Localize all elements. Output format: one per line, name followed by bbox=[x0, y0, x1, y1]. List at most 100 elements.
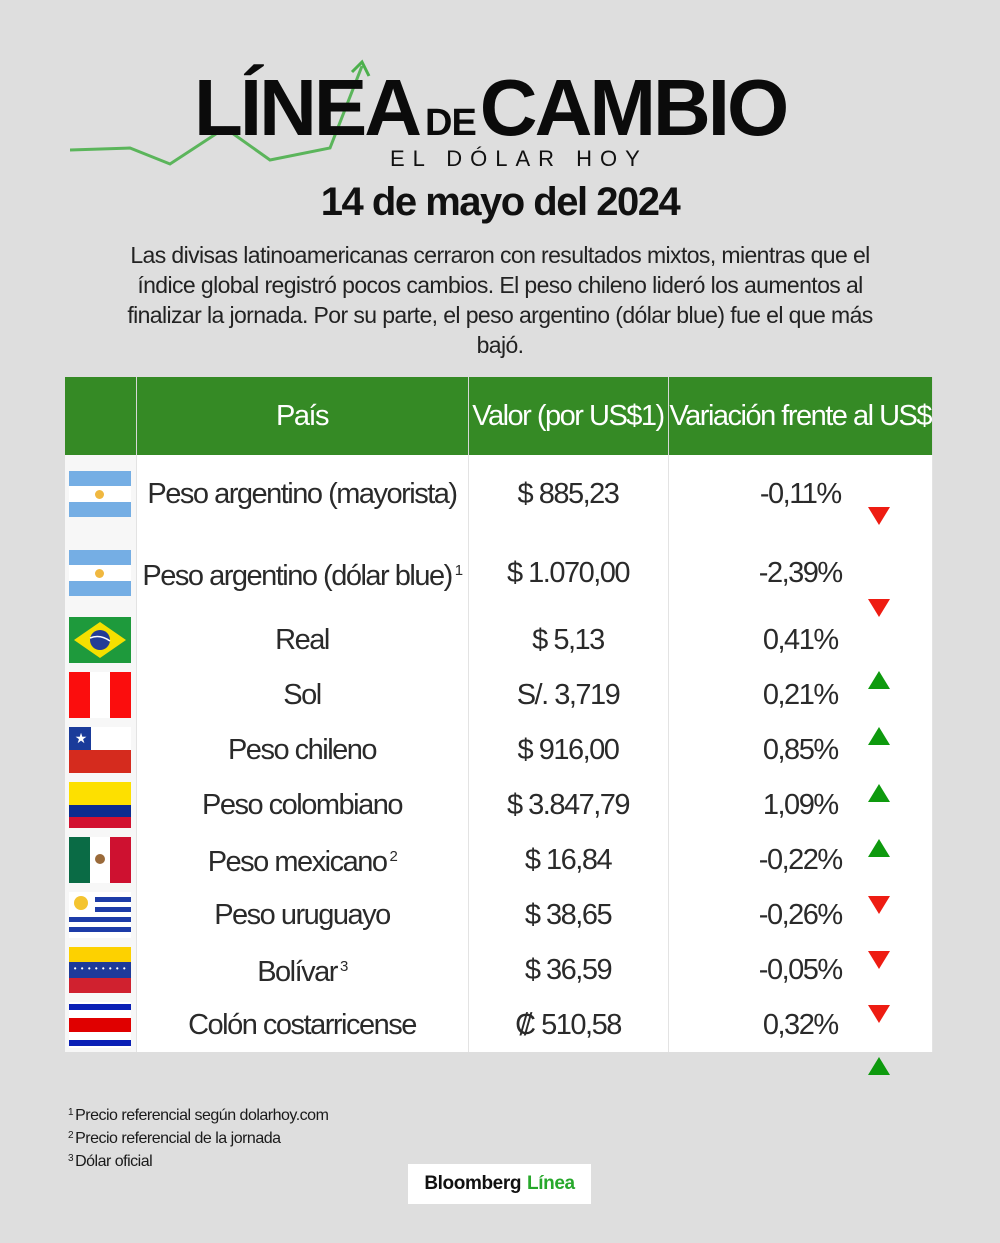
argentina-flag-icon bbox=[69, 471, 132, 517]
variacion-cell: 0,21% bbox=[668, 667, 933, 722]
arrow-down-icon bbox=[868, 599, 890, 617]
footnote-text: Precio referencial según dolarhoy.com bbox=[75, 1107, 329, 1124]
arrow-up-icon bbox=[868, 727, 890, 745]
valor-cell: $ 36,59 bbox=[468, 942, 669, 997]
valor-cell: $ 3.847,79 bbox=[468, 777, 669, 832]
flag-cell bbox=[65, 887, 137, 942]
footnote-mark: 3 bbox=[68, 1153, 74, 1164]
variacion-cell: -0,05% bbox=[668, 942, 933, 997]
arrow-up-icon bbox=[868, 839, 890, 857]
chile-flag-icon: ★ bbox=[69, 726, 132, 773]
venezuela-flag-icon: • • • • • • • • bbox=[69, 946, 132, 993]
variacion-cell: 0,85% bbox=[668, 722, 933, 777]
bloomberg-linea-logo: Bloomberg Línea bbox=[408, 1164, 591, 1204]
pais-cell: Sol bbox=[136, 667, 469, 722]
table-row: Peso argentino (mayorista) $ 885,23 -0,1… bbox=[65, 455, 933, 533]
pais-cell: Peso chileno bbox=[136, 722, 469, 777]
valor-cell: $ 5,13 bbox=[468, 613, 669, 667]
valor-cell: $ 38,65 bbox=[468, 887, 669, 942]
table-row: Peso colombiano $ 3.847,79 1,09% bbox=[65, 777, 933, 832]
footnote-text: Dólar oficial bbox=[75, 1153, 153, 1170]
arrow-up-icon bbox=[868, 784, 890, 802]
mexico-flag-icon bbox=[69, 836, 132, 883]
arrow-down-icon bbox=[868, 951, 890, 969]
logo-title-linea: LÍNEA bbox=[194, 63, 422, 152]
pais-label: Bolívar bbox=[257, 956, 338, 988]
trend-line-icon bbox=[70, 59, 371, 166]
variacion-cell: -2,39% bbox=[668, 533, 933, 613]
variacion-cell: -0,11% bbox=[668, 455, 933, 533]
column-header-flag bbox=[65, 377, 137, 455]
footnote-mark: 1 bbox=[68, 1107, 74, 1118]
arrow-up-icon bbox=[868, 671, 890, 689]
flag-cell: ★ bbox=[65, 722, 137, 777]
pais-label: Peso argentino (dólar blue) bbox=[142, 559, 453, 592]
flag-cell bbox=[65, 997, 137, 1052]
variacion-cell: 1,09% bbox=[668, 777, 933, 832]
arrow-down-icon bbox=[868, 507, 890, 525]
colombia-flag-icon bbox=[69, 781, 132, 828]
flag-cell bbox=[65, 832, 137, 887]
table-row: Colón costarricense ₡ 510,58 0,32% bbox=[65, 997, 933, 1052]
flag-cell bbox=[65, 533, 137, 613]
footnote-3: 3 Dólar oficial bbox=[68, 1149, 328, 1172]
uruguay-flag-icon bbox=[69, 891, 132, 938]
intro-paragraph: Las divisas latinoamericanas cerraron co… bbox=[127, 242, 873, 358]
pais-cell: Peso argentino (dólar blue) 1 bbox=[136, 533, 469, 613]
table-row: ★ Peso chileno $ 916,00 0,85% bbox=[65, 722, 933, 777]
table-row: • • • • • • • • Bolívar 3 $ 36,59 -0,05% bbox=[65, 942, 933, 997]
flag-cell bbox=[65, 455, 137, 533]
pais-cell: Colón costarricense bbox=[136, 997, 469, 1052]
brazil-flag-icon bbox=[69, 617, 132, 663]
footnote-mark: 2 bbox=[68, 1130, 74, 1141]
pais-cell: Peso mexicano 2 bbox=[136, 832, 469, 887]
logo-title: LÍNEA DECAMBIO bbox=[194, 68, 789, 163]
variacion-cell: -0,26% bbox=[668, 887, 933, 942]
flag-cell bbox=[65, 667, 137, 722]
peru-flag-icon bbox=[69, 671, 132, 718]
brand-bloomberg: Bloomberg bbox=[424, 1173, 522, 1194]
valor-cell: $ 16,84 bbox=[468, 832, 669, 887]
footnote-text: Precio referencial de la jornada bbox=[75, 1130, 281, 1147]
table-row: Peso argentino (dólar blue) 1 $ 1.070,00 … bbox=[65, 533, 933, 613]
table-header-row: País Valor (por US$1) Variación frente a… bbox=[65, 377, 933, 455]
logo-subtitle: EL DÓLAR HOY bbox=[390, 146, 648, 171]
flag-cell bbox=[65, 613, 137, 667]
arrow-down-icon bbox=[868, 896, 890, 914]
table-row: Sol S/. 3,719 0,21% bbox=[65, 667, 933, 722]
pais-label: Peso mexicano bbox=[207, 846, 388, 878]
pais-cell: Peso uruguayo bbox=[136, 887, 469, 942]
pais-cell: Peso colombiano bbox=[136, 777, 469, 832]
variacion-cell: 0,32% bbox=[668, 997, 933, 1052]
valor-cell: ₡ 510,58 bbox=[468, 997, 669, 1052]
valor-cell: S/. 3,719 bbox=[468, 667, 669, 722]
exchange-rates-table: País Valor (por US$1) Variación frente a… bbox=[65, 377, 933, 1052]
flag-cell bbox=[65, 777, 137, 832]
pais-cell: Real bbox=[136, 613, 469, 667]
footnote-marker: 2 bbox=[389, 848, 397, 865]
table-row: Peso mexicano 2 $ 16,84 -0,22% bbox=[65, 832, 933, 887]
footnote-1: 1 Precio referencial según dolarhoy.com bbox=[68, 1103, 329, 1126]
argentina-flag-icon bbox=[69, 550, 132, 596]
costa-rica-flag-icon bbox=[69, 1001, 132, 1048]
brand-linea: Línea bbox=[527, 1173, 575, 1194]
valor-cell: $ 916,00 bbox=[468, 722, 669, 777]
pais-cell: Peso argentino (mayorista) bbox=[136, 455, 469, 533]
valor-cell: $ 1.070,00 bbox=[468, 533, 669, 613]
table-row: Real $ 5,13 0,41% bbox=[65, 613, 933, 667]
flag-cell: • • • • • • • • bbox=[65, 942, 137, 997]
variacion-cell: -0,22% bbox=[668, 832, 933, 887]
valor-cell: $ 885,23 bbox=[468, 455, 669, 533]
footnote-2: 2 Precio referencial de la jornada bbox=[68, 1126, 328, 1149]
logo-title-de: DE bbox=[425, 102, 477, 144]
footnote-marker: 1 bbox=[454, 561, 463, 579]
footnotes: 1 Precio referencial según dolarhoy.com 2… bbox=[68, 1103, 329, 1172]
column-header-valor: Valor (por US$1) bbox=[468, 377, 669, 455]
logo-title-cambio: CAMBIO bbox=[479, 63, 789, 152]
pais-cell: Bolívar 3 bbox=[136, 942, 469, 997]
column-header-variacion: Variación frente al US$ bbox=[668, 377, 933, 455]
table-row: Peso uruguayo $ 38,65 -0,26% bbox=[65, 887, 933, 942]
page-date: 14 de mayo del 2024 bbox=[320, 180, 681, 224]
footnote-marker: 3 bbox=[339, 958, 348, 975]
arrow-down-icon bbox=[868, 1005, 890, 1023]
